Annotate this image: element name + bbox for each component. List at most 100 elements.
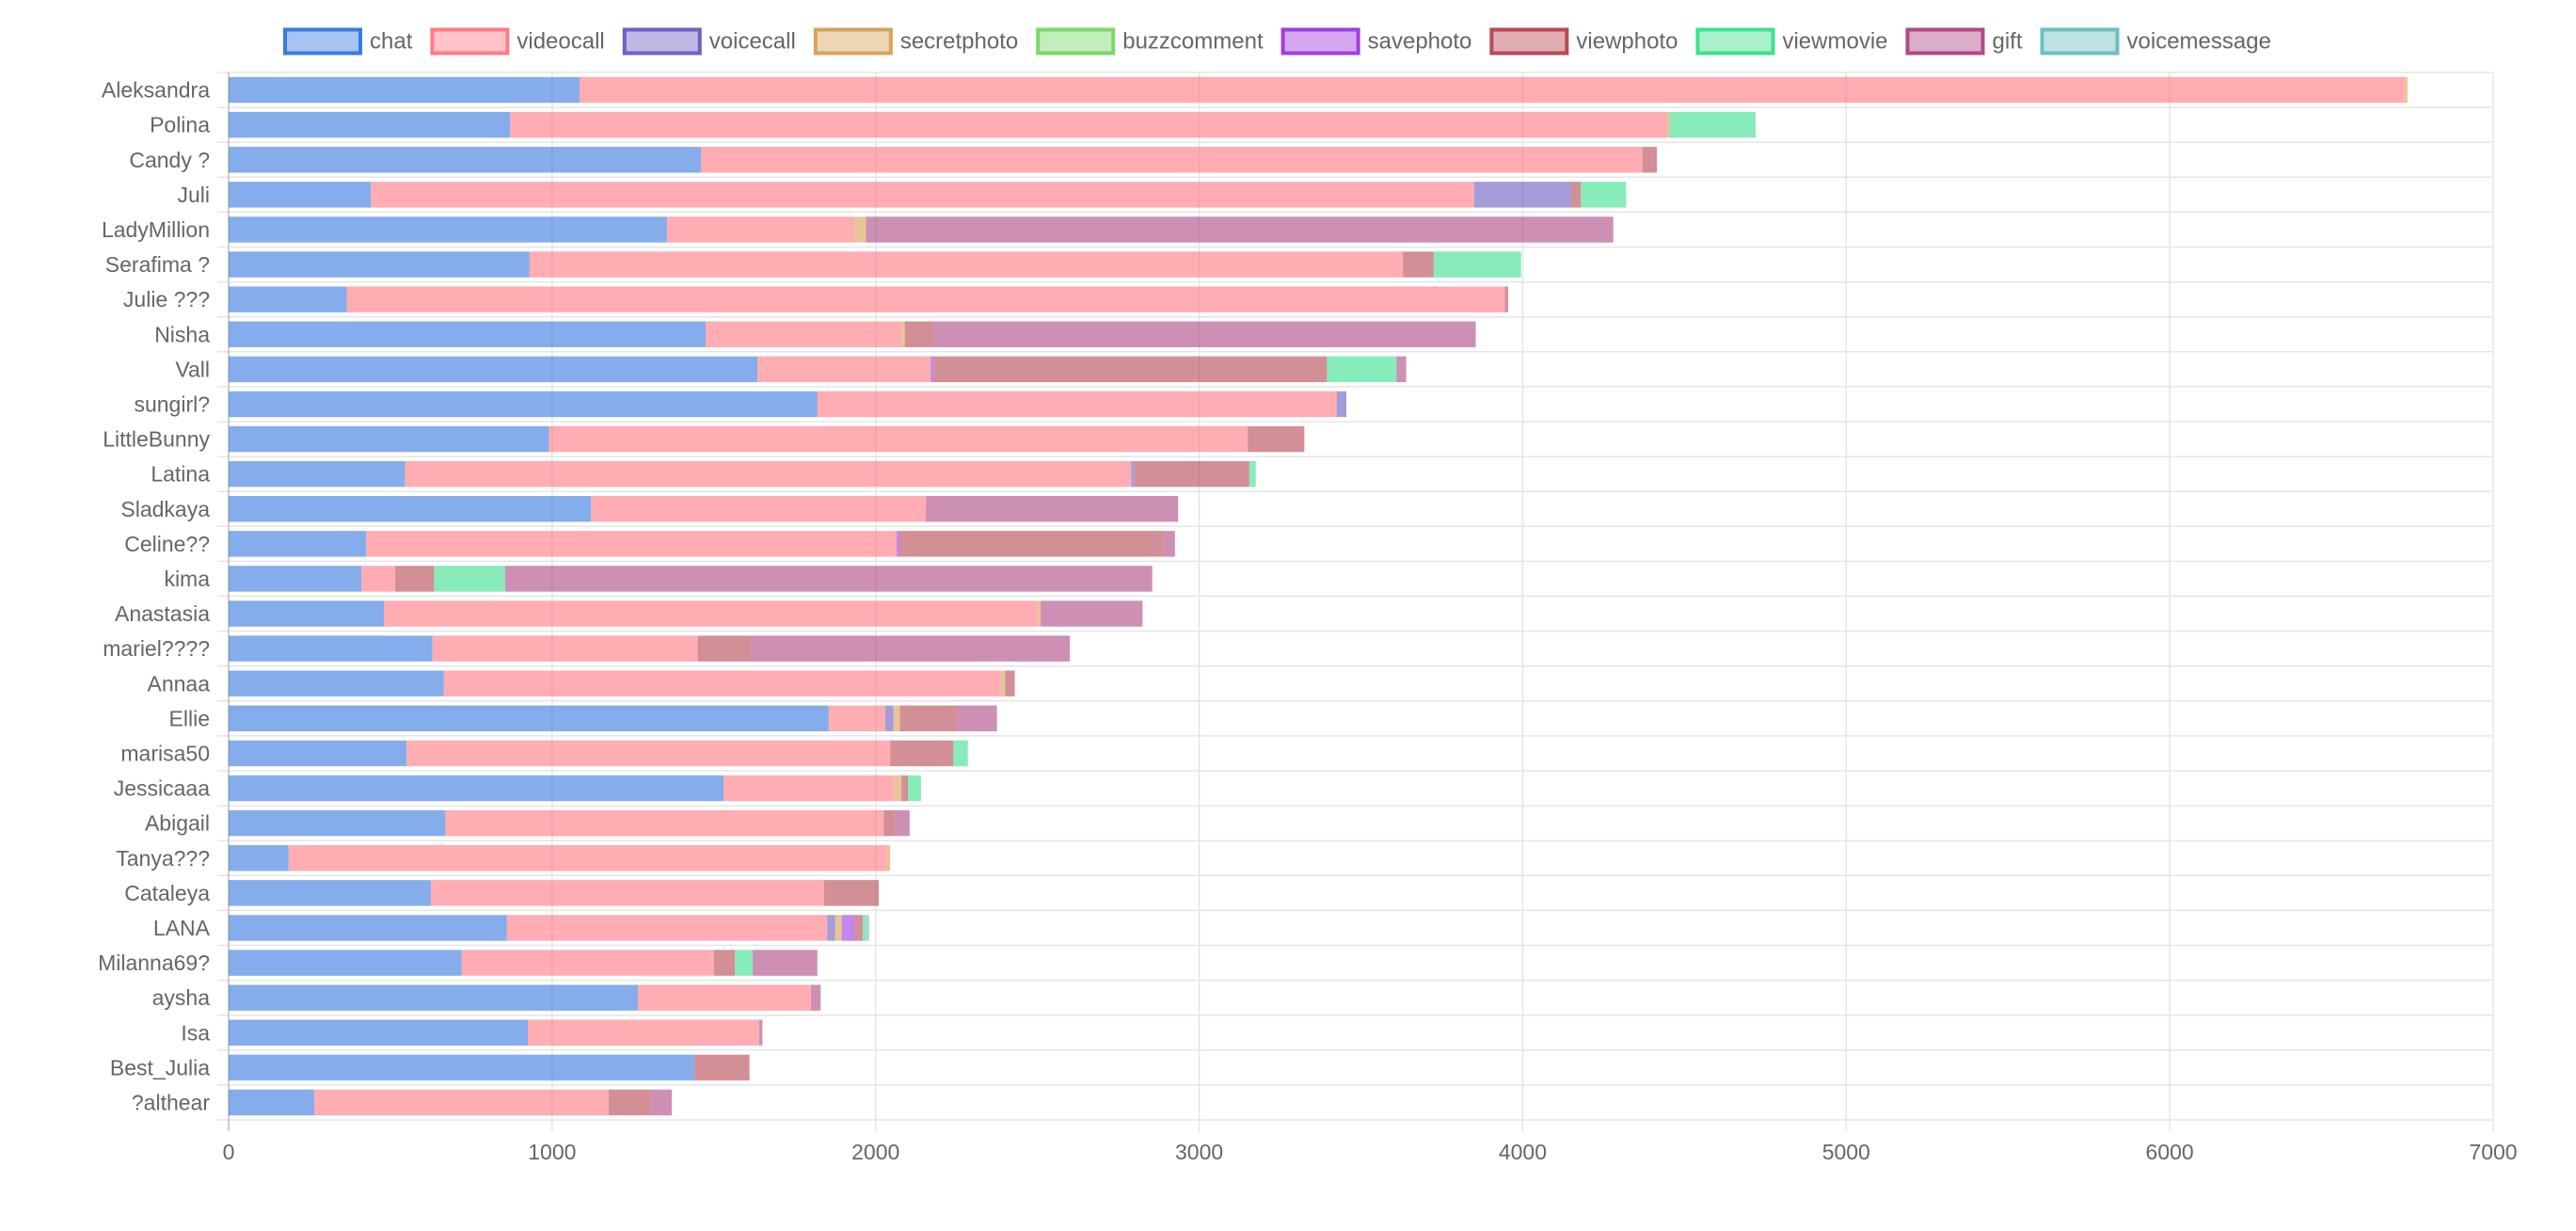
y-tick-label: Celine?? xyxy=(124,532,210,556)
axis-layer: Aleksandra Polina Candy ? Juli LadyMillion Se… xyxy=(98,78,2518,1164)
legend-item-gift[interactable]: gift xyxy=(1905,27,2023,56)
legend-swatch xyxy=(1280,27,1360,56)
y-tick-label: Milanna69? xyxy=(98,951,210,975)
bar-videocall xyxy=(528,1019,759,1046)
x-tick-label: 7000 xyxy=(2469,1140,2517,1164)
legend-swatch xyxy=(622,27,702,56)
legend-item-voicemessage[interactable]: voicemessage xyxy=(2040,27,2271,56)
y-tick-label: Juli xyxy=(177,183,210,207)
legend-item-savephoto[interactable]: savephoto xyxy=(1280,27,1472,56)
bar-videocall xyxy=(371,182,1474,208)
y-tick-label: mariel???? xyxy=(103,636,210,661)
bar-videocall xyxy=(406,740,891,767)
legend-item-viewphoto[interactable]: viewphoto xyxy=(1489,27,1678,56)
bar-videocall xyxy=(757,356,931,383)
bar-secretphoto xyxy=(854,216,867,243)
grid-layer xyxy=(217,72,2494,1131)
bar-viewphoto xyxy=(1642,147,1658,173)
bar-chat xyxy=(229,286,347,312)
bar-videocall xyxy=(549,425,1248,453)
legend-item-buzzcomment[interactable]: buzzcomment xyxy=(1036,27,1264,56)
x-tick-label: 0 xyxy=(223,1140,235,1164)
bar-viewmovie xyxy=(862,915,867,941)
bar-chat xyxy=(229,740,407,767)
bar-viewphoto xyxy=(1134,460,1249,488)
bar-chat xyxy=(229,915,507,941)
y-tick-label: Best_Julia xyxy=(110,1055,210,1079)
bar-videocall xyxy=(506,915,828,941)
bar-videocall xyxy=(346,286,1505,312)
legend-item-viewmovie[interactable]: viewmovie xyxy=(1695,27,1888,56)
bar-secretphoto xyxy=(1037,600,1042,627)
bar-chat xyxy=(229,984,638,1011)
bar-voicecall xyxy=(827,915,835,941)
bar-gift xyxy=(866,216,1614,243)
bar-chat xyxy=(229,496,592,522)
bar-viewmovie xyxy=(908,775,921,802)
legend-label: secretphoto xyxy=(900,29,1018,55)
bar-chat xyxy=(229,356,758,383)
bar-gift xyxy=(895,809,910,837)
bar-viewphoto xyxy=(901,775,909,802)
y-tick-label: Latina xyxy=(151,462,210,487)
y-tick-label: Nisha xyxy=(154,322,210,346)
bar-videocall xyxy=(701,147,1643,173)
bar-gift xyxy=(753,950,818,976)
bar-viewphoto xyxy=(1403,251,1434,278)
bar-savephoto xyxy=(930,356,934,383)
legend-label: savephoto xyxy=(1368,29,1472,55)
y-tick-label: Julie ??? xyxy=(123,287,210,312)
bar-voicecall xyxy=(1131,460,1135,488)
bars-layer xyxy=(229,76,2408,1116)
legend-swatch xyxy=(1695,27,1775,56)
bar-viewphoto xyxy=(1571,182,1582,208)
legend-item-chat[interactable]: chat xyxy=(283,27,413,56)
bar-viewphoto xyxy=(933,356,1328,383)
bar-chat xyxy=(229,635,433,662)
bar-videocall xyxy=(384,600,1038,627)
bar-videocall xyxy=(430,880,824,906)
legend-item-voicecall[interactable]: voicecall xyxy=(622,27,796,56)
y-tick-label: Vall xyxy=(175,357,210,381)
y-tick-label: kima xyxy=(164,567,210,591)
legend-item-secretphoto[interactable]: secretphoto xyxy=(813,27,1018,56)
bar-viewphoto xyxy=(1248,425,1305,453)
y-tick-label: aysha xyxy=(152,985,211,1010)
bar-secretphoto xyxy=(835,915,842,941)
bar-videocall xyxy=(445,809,884,837)
y-tick-label: Tanya??? xyxy=(116,846,210,871)
bar-viewphoto xyxy=(1504,286,1508,312)
bar-videocall xyxy=(443,670,1001,696)
legend-label: voicemessage xyxy=(2127,29,2271,55)
bar-viewphoto xyxy=(609,1089,651,1116)
legend-swatch xyxy=(1905,27,1985,56)
bar-videocall xyxy=(366,531,898,557)
bar-chat xyxy=(229,147,702,173)
bar-gift xyxy=(926,496,1179,522)
bar-chat xyxy=(229,531,367,557)
bar-chat xyxy=(229,600,385,627)
x-tick-label: 5000 xyxy=(1822,1140,1870,1164)
y-tick-label: LadyMillion xyxy=(102,217,210,242)
legend-label: voicecall xyxy=(709,29,796,55)
legend-item-videocall[interactable]: videocall xyxy=(430,27,605,56)
bar-viewphoto xyxy=(899,705,957,732)
bar-savephoto xyxy=(841,915,855,941)
bar-voicemessage xyxy=(866,915,869,941)
bar-viewphoto xyxy=(697,635,752,662)
bar-viewphoto xyxy=(890,740,954,767)
y-tick-label: Isa xyxy=(181,1020,210,1045)
bar-viewmovie xyxy=(735,950,754,976)
bar-videocall xyxy=(828,705,886,732)
bar-videocall xyxy=(580,76,2405,104)
y-tick-label: Cataleya xyxy=(124,881,210,905)
bar-viewphoto xyxy=(713,950,736,976)
bar-chat xyxy=(229,76,580,104)
y-tick-label: Jessicaaa xyxy=(114,776,210,801)
bar-gift xyxy=(650,1089,673,1116)
x-tick-label: 4000 xyxy=(1499,1140,1547,1164)
bar-videocall xyxy=(724,775,894,802)
bar-gift xyxy=(751,635,1071,662)
y-tick-label: Aleksandra xyxy=(102,78,210,103)
